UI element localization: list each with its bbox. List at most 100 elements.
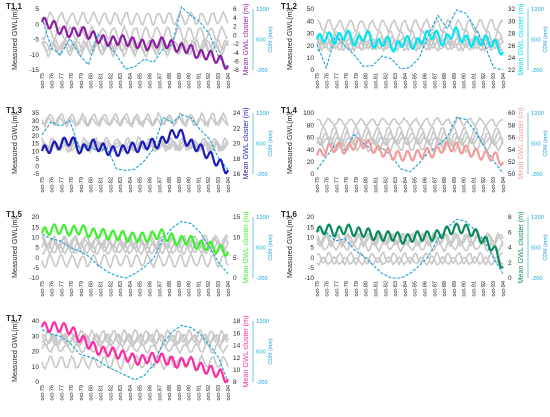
- panel-title: T1.1: [6, 2, 23, 11]
- mean-gwl-cluster-line: [315, 222, 504, 269]
- x-tick-label: oct-80: [89, 385, 95, 401]
- y-tick-label: 0: [35, 21, 39, 28]
- chart-svg: T1.7 40 30 20 10 0 Measured GWL(m) 18 16 14 12 10 8 M…: [6, 314, 274, 401]
- chart-panel-t1-1: T1.1 5 0 -5 -10 -15 Measured GWL(m) 6 4 2 0 -2 -4 -6-…: [0, 0, 275, 104]
- right-axis-title: Mean GWL cluster (m): [516, 107, 525, 179]
- x-tick-label: oct-85: [138, 177, 144, 193]
- x-tick-label: oct-91: [196, 73, 202, 89]
- y-tick-label: 5: [35, 156, 39, 163]
- well-hydrograph-line: [41, 332, 229, 349]
- right-tick-label: -8: [233, 67, 239, 74]
- cdm-tick-label: -200: [256, 172, 268, 178]
- right-tick-label: 58: [508, 122, 516, 129]
- x-tick-label: oct-88: [167, 177, 173, 193]
- x-tick-label: oct-82: [383, 281, 389, 297]
- y-tick-label: -5: [33, 37, 39, 44]
- y-tick-label: -15: [30, 67, 40, 74]
- cdm-tick-label: 500: [531, 142, 541, 148]
- x-tick-label: oct-90: [462, 177, 468, 193]
- x-tick-label: oct-78: [344, 281, 350, 297]
- x-tick-label: oct-93: [216, 281, 222, 297]
- y-tick-label: 5: [35, 245, 39, 252]
- well-hydrograph-line: [316, 116, 504, 128]
- x-tick-label: oct-91: [196, 281, 202, 297]
- x-tick-label: oct-76: [325, 281, 331, 297]
- x-tick-label: oct-84: [128, 177, 134, 193]
- cdm-axis-title: CDM (mm): [543, 130, 549, 157]
- x-tick-label: oct-77: [59, 177, 65, 193]
- well-hydrograph-line: [316, 254, 504, 267]
- y-tick-label: -10: [305, 275, 315, 282]
- x-tick-label: oct-88: [442, 281, 448, 297]
- right-tick-label: -2: [233, 41, 239, 48]
- y-tick-label: 10: [307, 55, 315, 62]
- x-tick-label: oct-86: [147, 385, 153, 401]
- y-axis-title: Measured GWL(m): [10, 113, 19, 174]
- y-tick-label: -10: [30, 52, 40, 59]
- x-tick-label: oct-92: [206, 73, 212, 89]
- cdm-axis-title: CDM (mm): [268, 130, 274, 157]
- panel-title: T1.6: [281, 210, 298, 219]
- y-tick-label: 25: [32, 125, 40, 132]
- x-tick-label: oct-89: [452, 281, 458, 297]
- y-tick-label: 20: [307, 43, 315, 50]
- y-tick-label: 0: [310, 67, 314, 74]
- y-tick-label: 20: [32, 349, 40, 356]
- right-tick-label: 16: [233, 171, 241, 178]
- well-hydrograph-line: [41, 252, 229, 270]
- x-tick-label: oct-79: [79, 177, 85, 193]
- x-tick-label: oct-87: [432, 73, 438, 89]
- y-tick-label: 10: [307, 235, 315, 242]
- x-tick-label: oct-94: [226, 281, 232, 297]
- y-tick-label: 10: [32, 148, 40, 155]
- y-tick-label: 60: [307, 135, 315, 142]
- well-hydrograph-line: [316, 17, 504, 34]
- right-tick-label: 6: [233, 6, 237, 13]
- y-tick-label: 10: [32, 235, 40, 242]
- y-tick-label: 35: [32, 110, 40, 117]
- x-tick-label: oct-86: [147, 73, 153, 89]
- right-axis-title: Mean GWL cluster (m): [516, 211, 525, 283]
- x-tick-label: oct-77: [334, 281, 340, 297]
- cdm-tick-label: 500: [256, 38, 266, 44]
- x-tick-label: oct-91: [196, 385, 202, 401]
- cdm-tick-label: 500: [256, 246, 266, 252]
- panel-title: T1.7: [6, 314, 23, 323]
- y-axis-title: Measured GWL(m): [285, 113, 294, 174]
- x-tick-label: oct-85: [413, 177, 419, 193]
- right-tick-label: 54: [508, 147, 516, 154]
- x-tick-label: oct-92: [481, 177, 487, 193]
- x-tick-label: oct-87: [157, 281, 163, 297]
- x-tick-label: oct-93: [491, 177, 497, 193]
- right-axis-title: Mean GWL cluster (m): [241, 3, 250, 75]
- y-tick-label: 15: [307, 224, 315, 231]
- y-tick-label: 80: [307, 122, 315, 129]
- x-tick-label: oct-89: [177, 177, 183, 193]
- x-tick-label: oct-86: [147, 177, 153, 193]
- right-tick-label: 4: [233, 15, 237, 22]
- right-tick-label: 52: [508, 159, 516, 166]
- x-tick-label: oct-94: [226, 177, 232, 193]
- x-tick-label: oct-84: [128, 385, 134, 401]
- x-tick-label: oct-77: [334, 73, 340, 89]
- x-tick-label: oct-87: [157, 73, 163, 89]
- y-tick-label: 40: [307, 147, 315, 154]
- x-tick-label: oct-80: [89, 177, 95, 193]
- cdm-axis-title: CDM (mm): [268, 234, 274, 261]
- x-tick-label: oct-84: [128, 73, 134, 89]
- x-tick-label: oct-89: [452, 73, 458, 89]
- y-tick-label: 0: [310, 255, 314, 262]
- x-tick-label: oct-92: [481, 281, 487, 297]
- y-tick-label: 5: [35, 6, 39, 13]
- cdm-line: [41, 220, 229, 279]
- right-tick-label: 18: [233, 318, 241, 325]
- x-tick-label: oct-92: [206, 281, 212, 297]
- x-tick-label: oct-89: [177, 385, 183, 401]
- x-tick-label: oct-80: [89, 73, 95, 89]
- cdm-axis-title: CDM (mm): [268, 26, 274, 53]
- cdm-tick-label: 1200: [531, 111, 544, 117]
- y-tick-label: 20: [307, 159, 315, 166]
- y-tick-label: 0: [310, 171, 314, 178]
- right-tick-label: 0: [508, 275, 512, 282]
